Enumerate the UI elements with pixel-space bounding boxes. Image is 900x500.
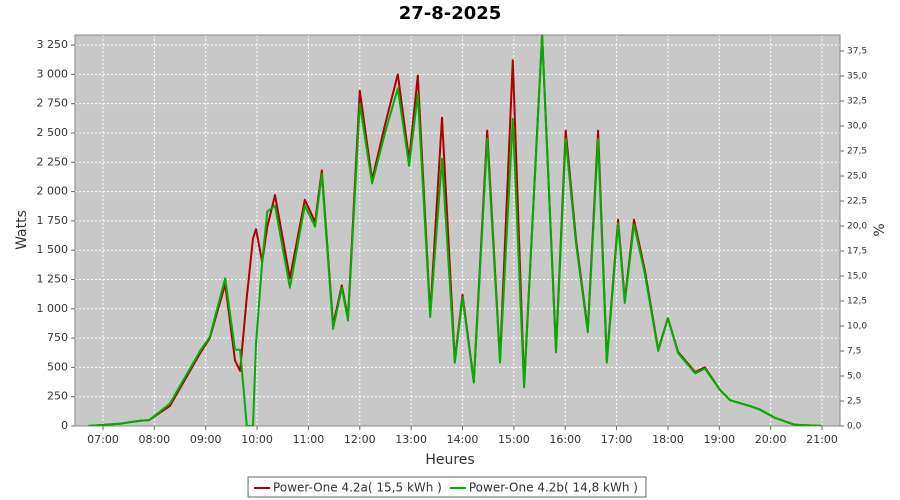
x-tick-label: 21:00 bbox=[806, 433, 838, 446]
x-tick-label: 11:00 bbox=[293, 433, 325, 446]
y-tick-label: 2 500 bbox=[37, 126, 69, 139]
x-tick-label: 14:00 bbox=[447, 433, 479, 446]
y2-tick-label: 0,0 bbox=[847, 422, 862, 432]
chart-title: 27-8-2025 bbox=[399, 3, 502, 24]
y-tick-label: 1 750 bbox=[37, 214, 69, 227]
x-tick-label: 12:00 bbox=[344, 433, 376, 446]
y2-tick-label: 32,5 bbox=[847, 97, 867, 107]
y-tick-label: 1 500 bbox=[37, 243, 69, 256]
y-tick-label: 2 250 bbox=[37, 155, 69, 168]
y2-tick-label: 5,0 bbox=[847, 372, 862, 382]
x-tick-label: 07:00 bbox=[87, 433, 119, 446]
legend-label: Power-One 4.2b( 14,8 kWh ) bbox=[469, 481, 638, 495]
y2-tick-label: 2,5 bbox=[847, 397, 861, 407]
legend-box bbox=[247, 476, 647, 498]
x-tick-label: 09:00 bbox=[190, 433, 222, 446]
y-tick-label: 1 000 bbox=[37, 302, 69, 315]
y-tick-label: 3 000 bbox=[37, 67, 69, 80]
y2-tick-label: 15,0 bbox=[847, 272, 867, 282]
x-tick-label: 20:00 bbox=[755, 433, 787, 446]
y-tick-label: 0 bbox=[61, 419, 68, 432]
y2-tick-label: 37,5 bbox=[847, 47, 867, 57]
legend: Power-One 4.2a( 15,5 kWh ) Power-One 4.2b… bbox=[247, 476, 647, 498]
y2-tick-label: 30,0 bbox=[847, 122, 867, 132]
legend-label: Power-One 4.2a( 15,5 kWh ) bbox=[273, 481, 442, 495]
y2-tick-label: 17,5 bbox=[847, 247, 867, 257]
y2-axis-label: % bbox=[872, 223, 888, 236]
plot-area bbox=[75, 35, 840, 426]
x-tick-label: 13:00 bbox=[395, 433, 427, 446]
y2-tick-label: 25,0 bbox=[847, 172, 867, 182]
y-tick-label: 2 000 bbox=[37, 185, 69, 198]
plot-lines bbox=[88, 35, 823, 426]
x-tick-label: 08:00 bbox=[138, 433, 170, 446]
y-tick-label: 500 bbox=[47, 360, 68, 373]
y2-tick-label: 27,5 bbox=[847, 147, 867, 157]
y-tick-label: 2 750 bbox=[37, 97, 69, 110]
x-tick-label: 18:00 bbox=[652, 433, 684, 446]
x-tick-label: 10:00 bbox=[241, 433, 273, 446]
y-tick-label: 750 bbox=[47, 331, 68, 344]
x-tick-label: 19:00 bbox=[703, 433, 735, 446]
y-tick-label: 250 bbox=[47, 390, 68, 403]
x-tick-label: 16:00 bbox=[549, 433, 581, 446]
y-tick-label: 3 250 bbox=[37, 38, 69, 51]
series-line bbox=[88, 35, 823, 426]
y2-tick-label: 10,0 bbox=[847, 322, 867, 332]
y2-tick-label: 22,5 bbox=[847, 197, 867, 207]
y2-tick-label: 7,5 bbox=[847, 347, 861, 357]
plot-border bbox=[74, 34, 841, 427]
y2-tick-label: 20,0 bbox=[847, 222, 867, 232]
y-tick-label: 1 250 bbox=[37, 272, 69, 285]
y2-tick-label: 35,0 bbox=[847, 72, 867, 82]
y2-tick-label: 12,5 bbox=[847, 297, 867, 307]
x-axis-label: Heures bbox=[425, 452, 474, 468]
x-tick-label: 17:00 bbox=[601, 433, 633, 446]
x-tick-label: 15:00 bbox=[498, 433, 530, 446]
y-axis-label: Watts bbox=[14, 210, 30, 250]
